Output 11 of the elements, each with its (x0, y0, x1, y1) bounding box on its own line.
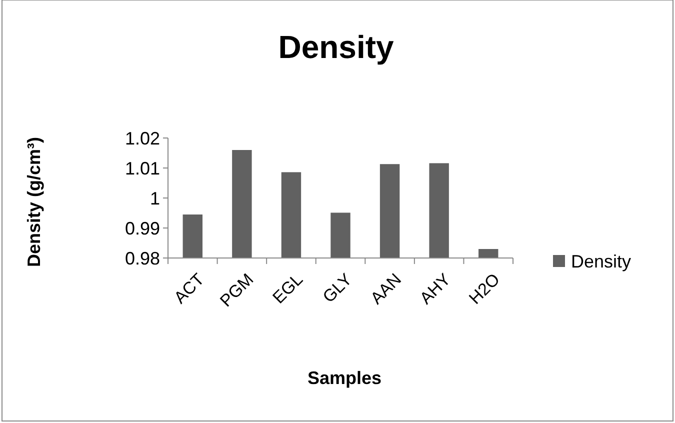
y-tick-label: 0.99 (124, 218, 160, 238)
x-tick-label: EGL (268, 270, 306, 308)
y-tick-label: 0.98 (124, 248, 160, 268)
y-tick-label: 1.02 (124, 128, 160, 148)
x-axis-title: Samples (307, 368, 382, 388)
y-axis-title: Density (g/cm³) (24, 136, 44, 268)
y-tick-label: 1.01 (124, 158, 160, 178)
legend-label: Density (571, 251, 632, 272)
y-tick-label: 1 (150, 188, 160, 208)
x-tick-label: GLY (319, 270, 356, 306)
chart-title: Density (278, 29, 394, 65)
